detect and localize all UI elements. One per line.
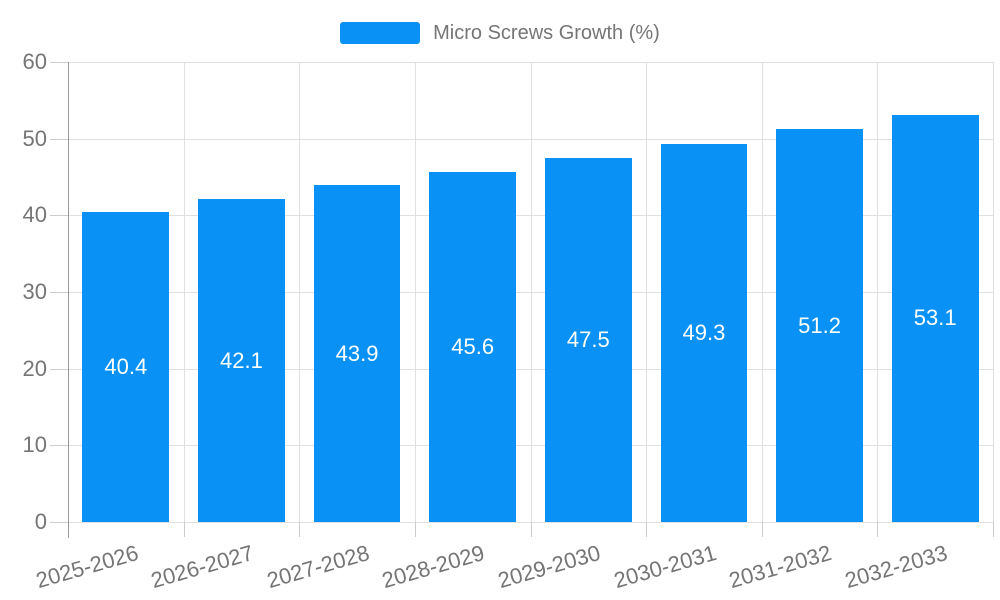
- bar-value-label: 40.4: [104, 354, 148, 380]
- bar-value-label: 45.6: [451, 334, 495, 360]
- bar-value-label: 53.1: [913, 305, 957, 331]
- gridline-vertical: [993, 62, 994, 522]
- gridline-vertical: [414, 62, 416, 522]
- y-tick-label: 40: [22, 202, 47, 228]
- x-axis-tick: [993, 522, 994, 537]
- gridline-vertical: [530, 62, 532, 522]
- bar[interactable]: [660, 144, 748, 522]
- y-axis-tick: [50, 368, 68, 370]
- y-axis-tick: [50, 445, 68, 447]
- x-axis-tick: [414, 522, 416, 537]
- x-axis-tick: [877, 522, 879, 537]
- bar[interactable]: [429, 172, 517, 522]
- y-axis-tick: [50, 215, 68, 217]
- bar[interactable]: [82, 212, 170, 522]
- x-tick-label: 2032-2033: [842, 540, 951, 594]
- y-tick-label: 0: [34, 509, 47, 534]
- bar-value-label: 47.5: [566, 326, 610, 352]
- gridline-vertical: [299, 62, 301, 522]
- y-tick-label: 50: [22, 125, 47, 151]
- bar[interactable]: [198, 199, 285, 522]
- gridline-vertical: [761, 62, 763, 522]
- y-tick-label: 20: [22, 355, 47, 381]
- bar-value-label: 49.3: [682, 320, 726, 346]
- y-axis-tick: [50, 138, 68, 140]
- gridline-vertical: [183, 62, 185, 522]
- legend-label: Micro Screws Growth (%): [433, 21, 660, 44]
- y-axis-tick: [50, 62, 68, 63]
- x-axis-tick: [761, 522, 763, 537]
- x-tick-label: 2027-2028: [263, 540, 372, 594]
- bar-value-label: 51.2: [798, 312, 841, 338]
- y-axis-tick: [50, 522, 68, 523]
- x-axis-tick: [646, 522, 648, 537]
- y-tick-label: 30: [22, 279, 47, 304]
- x-tick-label: 2025-2026: [32, 540, 141, 594]
- bar-value-label: 43.9: [335, 340, 379, 366]
- bar[interactable]: [776, 129, 863, 522]
- y-axis-tick: [50, 292, 68, 293]
- x-tick-label: 2026-2027: [148, 540, 257, 594]
- y-axis-line: [68, 62, 69, 538]
- x-tick-label: 2029-2030: [495, 540, 604, 594]
- bar[interactable]: [891, 114, 979, 522]
- x-axis-tick: [530, 522, 532, 537]
- gridline-vertical: [877, 62, 879, 522]
- x-axis-tick: [183, 522, 185, 537]
- bar[interactable]: [313, 185, 401, 522]
- bar-value-label: 42.1: [220, 347, 263, 373]
- bar[interactable]: [544, 157, 632, 522]
- x-axis-tick: [299, 522, 301, 537]
- legend-swatch: [340, 22, 421, 44]
- x-tick-label: 2031-2032: [726, 540, 835, 594]
- y-tick-label: 10: [22, 432, 47, 458]
- gridline-vertical: [646, 62, 648, 522]
- y-tick-label: 60: [22, 49, 47, 74]
- legend-item[interactable]: Micro Screws Growth (%): [0, 20, 1000, 46]
- x-tick-label: 2030-2031: [610, 540, 719, 594]
- x-tick-label: 2028-2029: [379, 540, 488, 594]
